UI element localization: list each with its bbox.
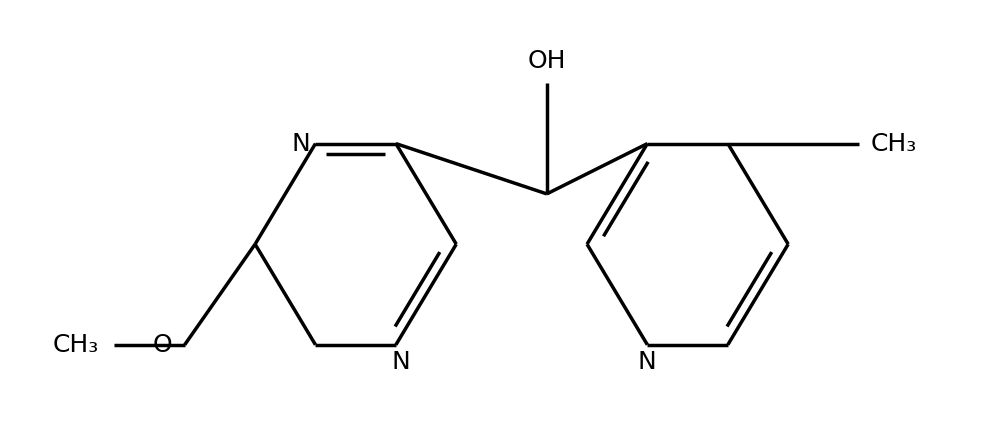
Text: N: N [638,350,656,374]
Text: CH₃: CH₃ [53,333,99,357]
Text: N: N [391,350,410,374]
Text: CH₃: CH₃ [871,131,917,156]
Text: N: N [292,131,311,156]
Text: O: O [153,333,173,357]
Text: OH: OH [527,49,566,73]
